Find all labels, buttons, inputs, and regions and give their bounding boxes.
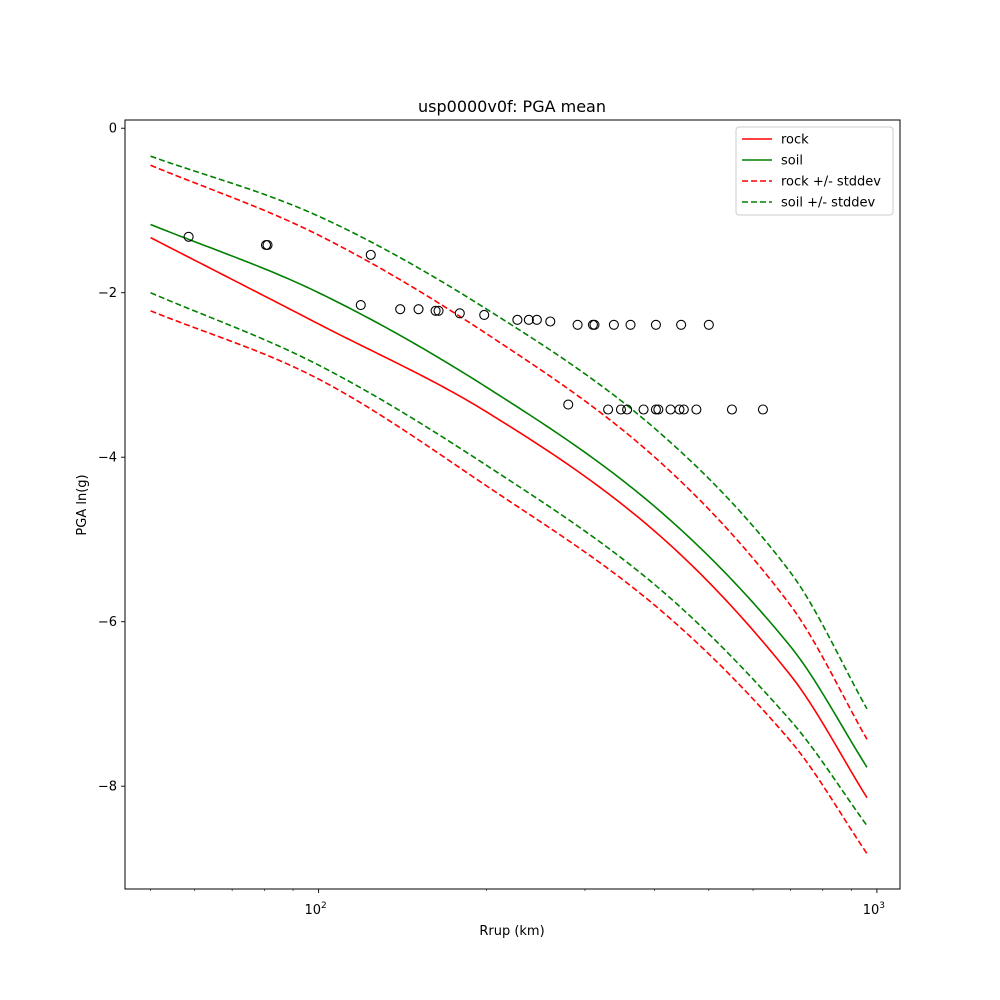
observation-point-24: [603, 404, 614, 415]
observation-point-2: [262, 239, 273, 251]
chart-title: usp0000v0f: PGA mean: [418, 97, 606, 116]
observation-point-19: [625, 319, 636, 330]
observation-point-18: [608, 319, 619, 330]
legend-entries: rock soil rock +/- stddev soil +/- stddev: [742, 133, 881, 211]
plot-lines: [150, 155, 868, 855]
observation-point-8: [433, 305, 444, 316]
x-tick-exponent: 2: [321, 901, 327, 911]
observation-point-33: [691, 404, 702, 415]
plot-frame: [124, 119, 901, 890]
series-line-soil-1: [150, 223, 868, 768]
observation-point-20: [650, 319, 661, 330]
series-line-rock-stddev-2: [150, 164, 868, 740]
legend-label: rock: [781, 133, 809, 148]
observation-point-11: [512, 314, 523, 325]
observation-point-9: [454, 308, 465, 319]
legend-box: [735, 126, 894, 216]
y-tick-label: −4: [98, 451, 117, 466]
observation-point-25: [615, 404, 627, 415]
observation-point-27: [638, 404, 649, 415]
observation-point-17: [589, 319, 600, 330]
y-tick-label: 0: [109, 122, 117, 137]
y-axis-label: PGA ln(g): [75, 474, 90, 535]
observation-point-32: [678, 404, 689, 415]
observation-point-15: [572, 319, 583, 330]
observation-point-5: [395, 304, 406, 315]
observation-point-10: [479, 309, 490, 320]
series-line-rock-stddev-3: [150, 310, 868, 855]
y-tick-label: −2: [98, 286, 117, 301]
observation-point-26: [622, 404, 633, 415]
observation-point-34: [726, 404, 737, 415]
y-axis-ticks: 0 −2 −4 −6 −8: [98, 122, 125, 795]
observation-point-21: [676, 319, 687, 330]
observation-point-4: [355, 299, 366, 311]
observation-point-3: [365, 249, 376, 260]
series-line-rock-0: [150, 236, 868, 799]
series-line-soil-stddev-4: [150, 155, 868, 710]
observation-point-6: [413, 304, 424, 315]
observation-point-29: [653, 404, 664, 415]
plot-points: [183, 231, 768, 415]
series-line-soil-stddev-5: [150, 291, 868, 827]
observation-point-14: [545, 316, 556, 327]
x-axis-label: Rrup (km): [479, 924, 544, 939]
legend: rock soil rock +/- stddev soil +/- stddev: [735, 126, 894, 216]
observation-point-22: [703, 319, 714, 330]
observation-point-12: [523, 314, 534, 325]
observation-point-35: [757, 404, 768, 415]
x-tick-exponent: 3: [879, 901, 885, 911]
legend-label: soil: [781, 154, 803, 169]
observation-point-13: [531, 314, 542, 325]
observation-point-7: [430, 305, 441, 316]
legend-label: soil +/- stddev: [781, 196, 876, 211]
legend-label: rock +/- stddev: [781, 175, 881, 190]
y-tick-label: −6: [98, 615, 117, 630]
observation-point-0: [183, 231, 194, 242]
observation-point-23: [563, 399, 574, 410]
observation-point-31: [674, 404, 685, 415]
observation-point-28: [650, 404, 661, 415]
y-tick-label: −8: [98, 780, 117, 795]
